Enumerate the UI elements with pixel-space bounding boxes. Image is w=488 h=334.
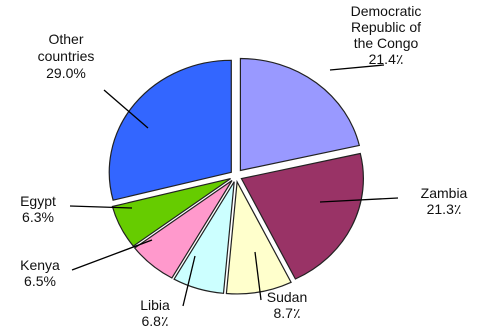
slice-label-democratic-republic-of-the-congo: Democratic Republic of the Congo 21.4٪	[351, 3, 422, 67]
slice-name-line-libia: Libia	[140, 297, 170, 313]
leader-line-democratic-republic-of-the-congo	[329, 64, 385, 71]
slice-value-democratic-republic-of-the-congo: 21.4٪	[369, 51, 404, 67]
slice-name-line-other-countries: countries	[38, 48, 95, 64]
leader-line-other-countries	[103, 89, 149, 129]
slice-name-line-sudan: Sudan	[267, 289, 307, 305]
leader-line-kenya	[71, 239, 153, 271]
labels-layer: Democratic Republic of the Congo 21.4٪ Zambi…	[20, 3, 467, 329]
pie-slice-libia	[173, 181, 235, 294]
slice-label-other-countries: Other countries 29.0%	[38, 31, 95, 81]
slice-label-libia: Libia 6.8٪	[140, 297, 170, 329]
slice-label-sudan: Sudan 8.7٪	[267, 289, 307, 321]
leader-line-sudan	[254, 251, 262, 301]
leader-line-libia	[182, 255, 196, 307]
slice-value-sudan: 8.7٪	[274, 305, 301, 321]
slice-label-egypt: Egypt 6.3%	[20, 193, 56, 225]
slice-label-zambia: Zambia 21.3٪	[421, 185, 468, 217]
slice-name-line-kenya: Kenya	[20, 257, 60, 273]
slice-name-line-zambia: Zambia	[421, 185, 468, 201]
slice-value-libia: 6.8٪	[142, 313, 169, 329]
slice-name-line-democratic-republic-of-the-congo: the Congo	[354, 35, 419, 51]
slice-name-line-egypt: Egypt	[20, 193, 56, 209]
slice-name-line-other-countries: Other	[48, 31, 83, 47]
pie-slice-kenya	[133, 180, 233, 279]
slices-layer	[108, 57, 364, 295]
pie-slice-democratic-republic-of-the-congo	[239, 57, 361, 172]
pie-slice-zambia	[240, 152, 364, 280]
leaders-layer	[69, 64, 399, 307]
slice-value-other-countries: 29.0%	[46, 65, 86, 81]
slice-label-kenya: Kenya 6.5%	[20, 257, 60, 289]
pie-slice-other-countries	[108, 59, 232, 201]
slice-name-line-democratic-republic-of-the-congo: Democratic	[351, 3, 422, 19]
leader-line-egypt	[69, 205, 133, 209]
slice-name-line-democratic-republic-of-the-congo: Republic of	[351, 19, 421, 35]
slice-value-zambia: 21.3٪	[427, 201, 462, 217]
slice-value-egypt: 6.3%	[22, 209, 54, 225]
pie-slice-egypt	[111, 178, 231, 247]
slice-value-kenya: 6.5%	[24, 273, 56, 289]
leader-line-zambia	[319, 197, 399, 203]
